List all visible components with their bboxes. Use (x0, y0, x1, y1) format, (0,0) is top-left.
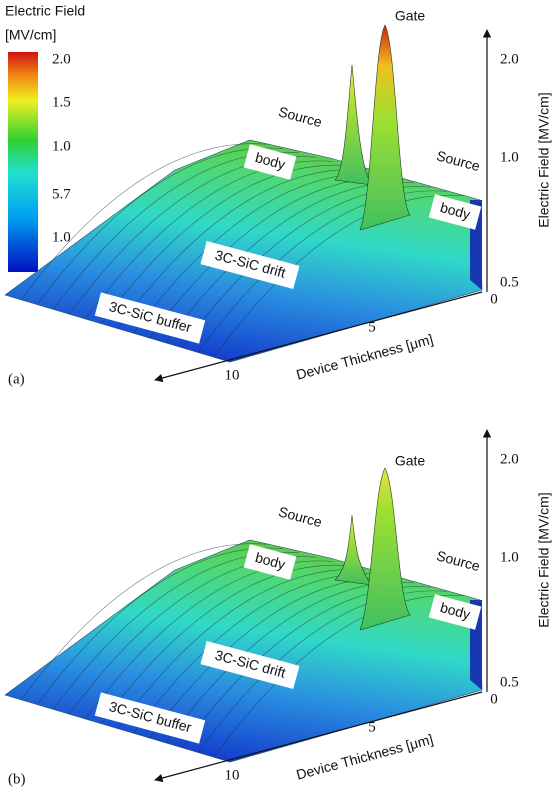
z-tick-label: 0.5 (500, 674, 519, 690)
thickness-tick-label: 10 (225, 367, 240, 383)
contour-line (197, 190, 448, 353)
z-tick-label: 0.5 (500, 274, 519, 290)
contour-line (85, 160, 333, 320)
label-box (200, 240, 300, 290)
label-box (94, 292, 206, 344)
z-tick-label: 1.0 (500, 149, 519, 165)
contour-line (213, 194, 464, 358)
colorbar-label: 1.0 (52, 229, 71, 245)
contour-line (85, 560, 333, 720)
body-label: body (243, 144, 297, 180)
colorbar-label: 1.0 (52, 138, 71, 154)
contour-line (101, 164, 349, 324)
z-tick-label: 1.0 (500, 549, 519, 565)
label-text: body (254, 549, 287, 572)
label-box (243, 144, 297, 180)
colorbar-unit: [MV/cm] (5, 27, 56, 43)
colorbar-label: 1.5 (52, 94, 71, 110)
z-axis-label: Electric Field [MV/cm] (536, 492, 552, 627)
colorbar-gradient (8, 52, 38, 272)
source-peak (334, 514, 373, 586)
label-box (428, 194, 482, 230)
contour-line (20, 143, 267, 300)
gate-label: Gate (395, 453, 426, 469)
thickness-axis-label: Device Thickness [μm] (295, 331, 435, 383)
contour-line (20, 543, 267, 700)
gate-peak (359, 24, 411, 231)
colorbar-label: 5.7 (52, 186, 71, 202)
gate-peak (359, 467, 411, 631)
thickness-tick-label: 0 (490, 291, 498, 307)
z-tick-label: 2.0 (500, 451, 519, 467)
z-axis-label: Electric Field [MV/cm] (536, 92, 552, 227)
colorbar-label: 2.0 (52, 51, 71, 67)
source-peak (334, 64, 373, 186)
label-text: body (439, 199, 472, 222)
source-label: Source (435, 547, 482, 574)
source-label: Source (435, 147, 482, 174)
contour-line (213, 594, 464, 758)
contour-line (101, 564, 349, 724)
colorbar-title: Electric Field (5, 3, 85, 19)
label-box (94, 692, 206, 744)
source-label: Source (277, 103, 324, 130)
thickness-tick-label: 10 (225, 767, 240, 783)
contour-line (117, 569, 366, 729)
thickness-axis (154, 291, 483, 383)
contour-line (117, 169, 366, 329)
thickness-tick-label: 5 (368, 719, 376, 735)
panel-label: (a) (8, 371, 25, 387)
thickness-axis (154, 691, 483, 783)
z-tick-label: 2.0 (500, 51, 519, 67)
panel-label: (b) (8, 771, 26, 787)
label-box (200, 640, 300, 690)
body-label: body (428, 194, 482, 230)
panel: 2.0 1.0 0.5 Electric Field [MV/cm] 0 5 10 Devic… (4, 8, 552, 387)
gate-label: Gate (395, 8, 426, 24)
body-label: body (243, 544, 297, 580)
label-box (428, 594, 482, 630)
label-box (243, 544, 297, 580)
thickness-axis-label: Device Thickness [μm] (295, 731, 435, 783)
thickness-tick-label: 0 (490, 691, 498, 707)
source-label: Source (277, 503, 324, 530)
thickness-tick-label: 5 (368, 319, 376, 335)
colorbar: Electric Field [MV/cm] 2.0 1.5 1.0 5.7 1.0 (5, 3, 85, 272)
body-label: body (428, 594, 482, 630)
label-text: body (254, 149, 287, 172)
label-text: body (439, 599, 472, 622)
contour-line (197, 590, 448, 753)
panel: 2.0 1.0 0.5 Electric Field [MV/cm] 0 5 10 Devic… (4, 429, 552, 787)
